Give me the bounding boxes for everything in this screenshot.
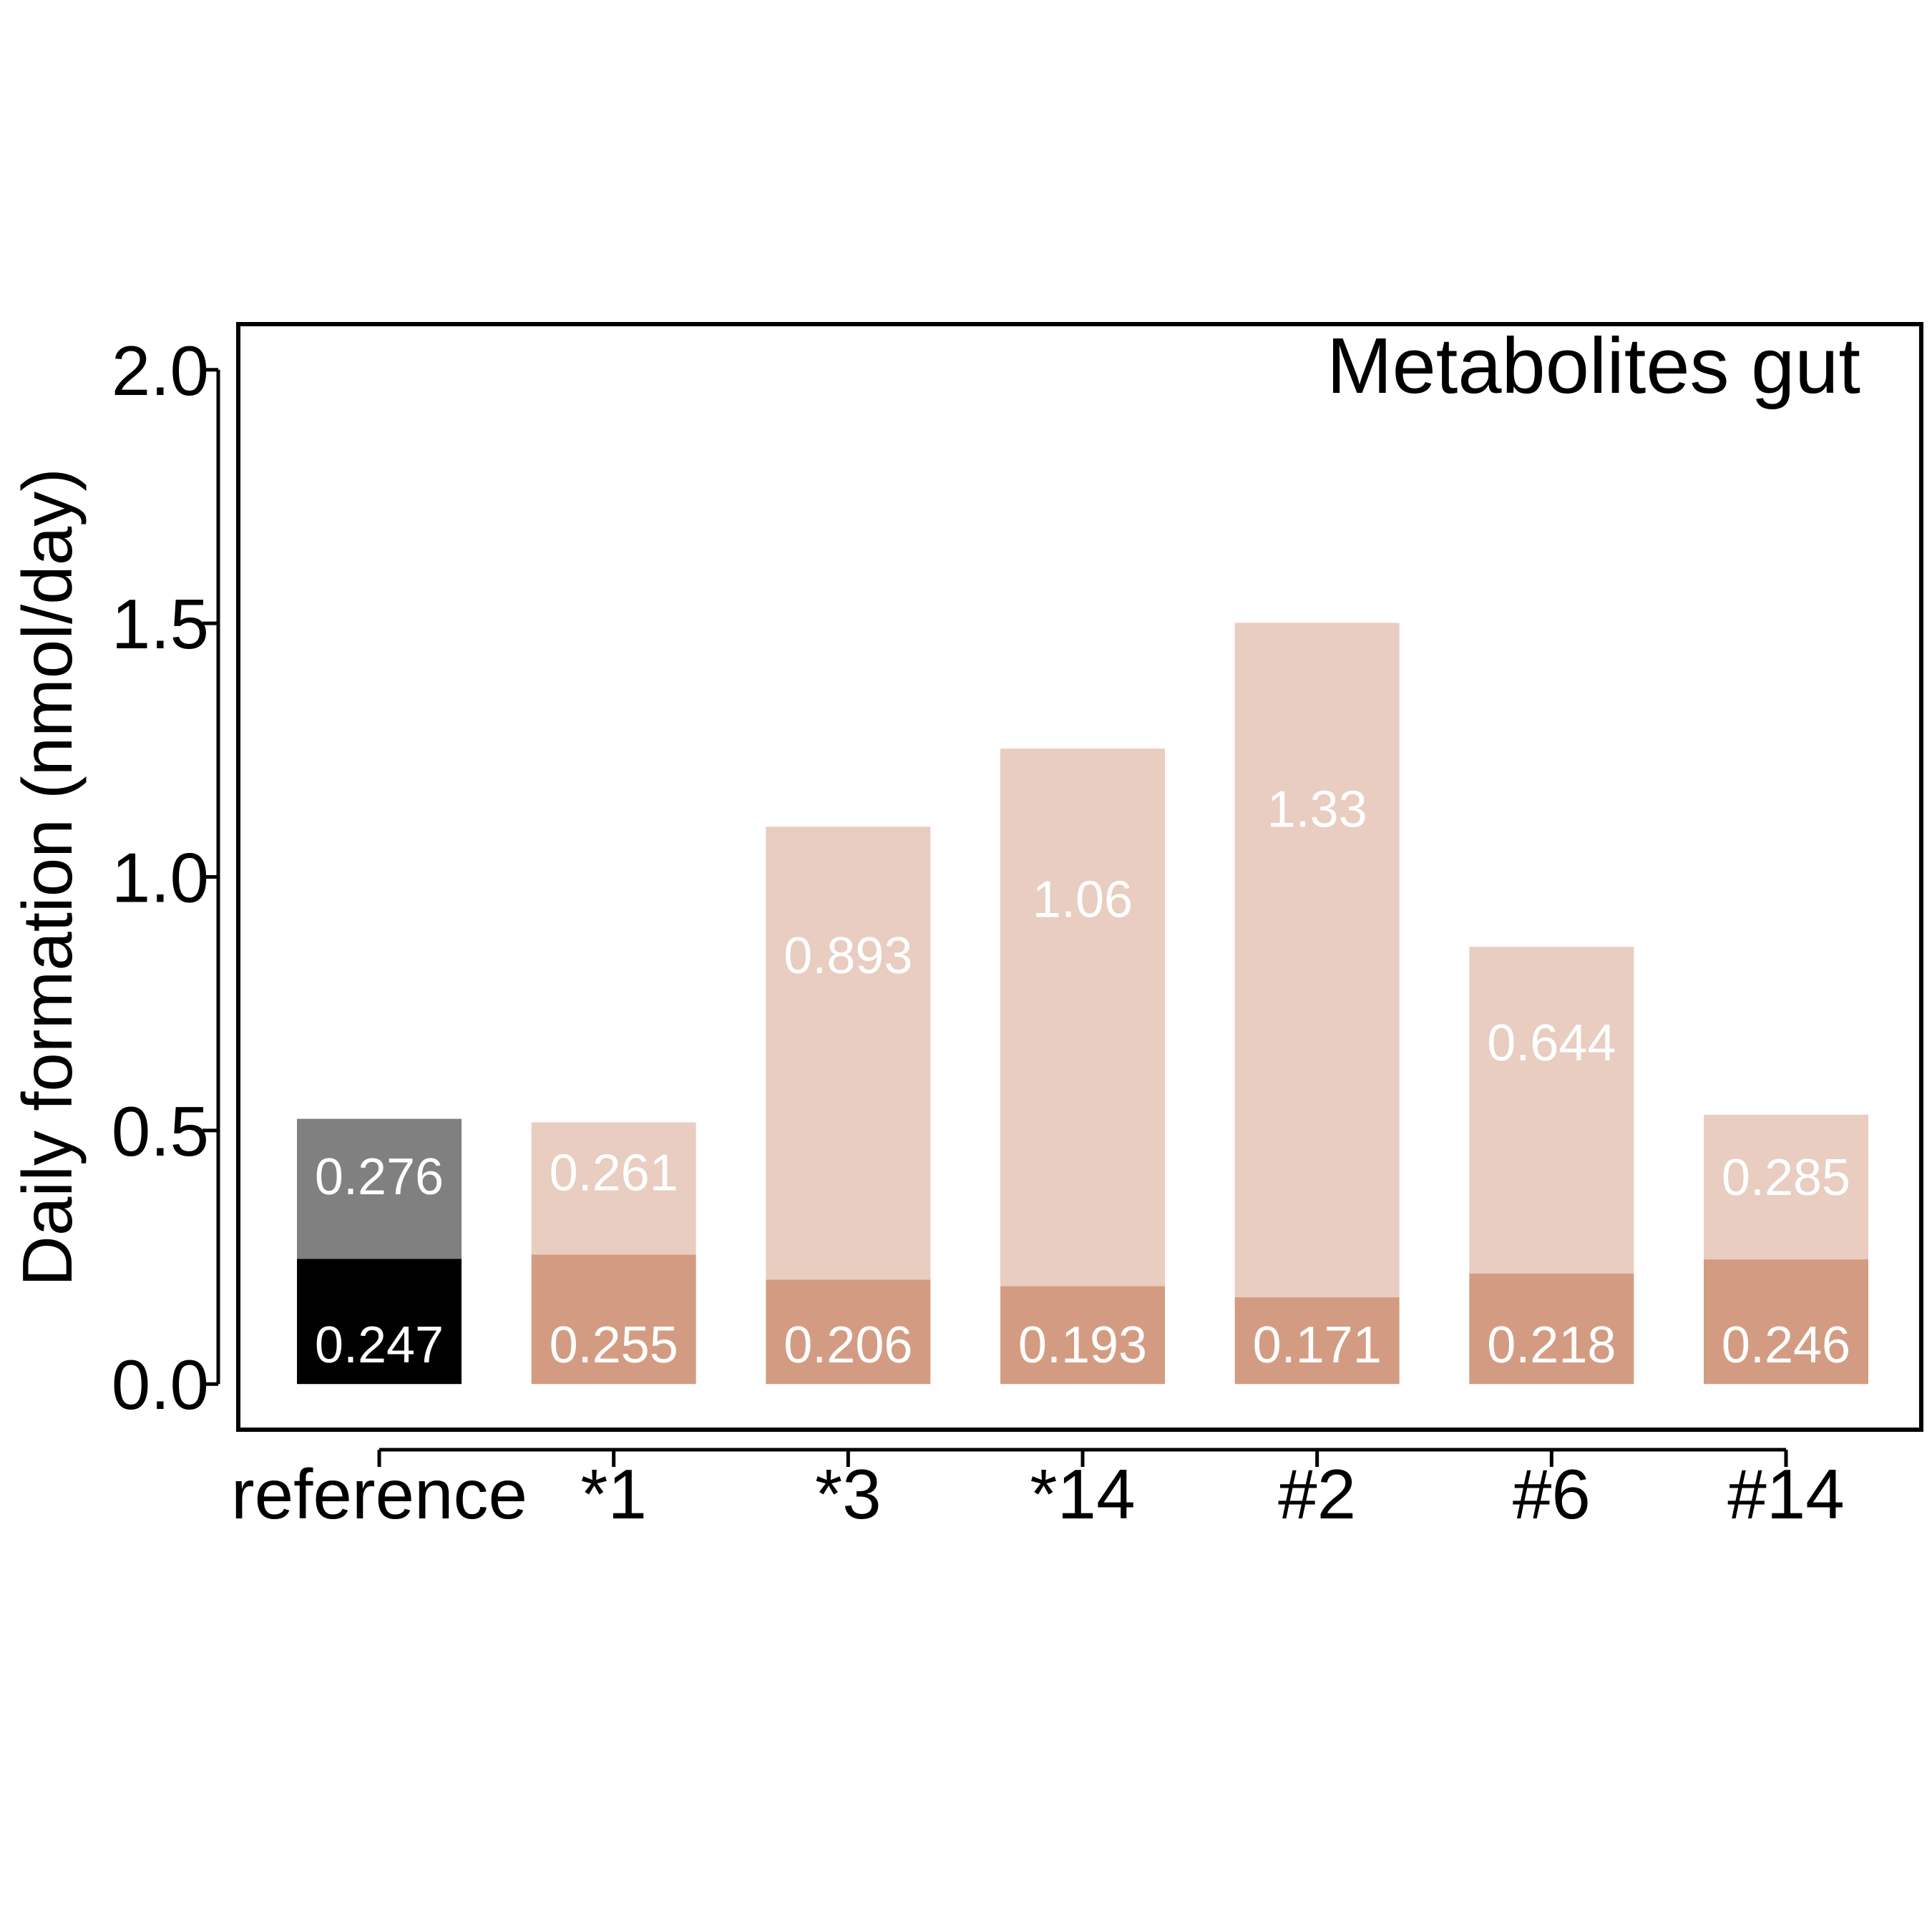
y-tick-label-1: 0.5 [112,1092,209,1171]
data-label-0-1: 0.255 [550,1317,678,1374]
bar-segment-0-1 [531,1254,696,1385]
data-label-0-2: 0.206 [784,1317,912,1374]
data-label-0-5: 0.218 [1487,1317,1616,1374]
bar-segment-1-0 [297,1118,462,1259]
data-label-1-5: 0.644 [1487,1015,1616,1072]
chart-title: Metabolites gut [1327,322,1860,410]
bar-segment-0-3 [1000,1286,1165,1385]
y-tick-label-4: 2.0 [112,331,209,410]
y-axis: 0.0 0.5 1.0 1.5 2.0 [112,331,220,1424]
data-label-0-6: 0.246 [1722,1317,1850,1374]
x-tick-label-2: *3 [815,1455,882,1533]
plot-frame [236,322,1923,1432]
x-tick-label-3: *14 [1030,1455,1135,1533]
data-label-1-0: 0.276 [315,1148,444,1206]
x-tick-label-4: #2 [1278,1455,1356,1533]
bar-segment-1-5 [1469,947,1634,1274]
data-label-0-4: 0.171 [1253,1317,1382,1374]
y-axis-title: Daily formation (nmol/day) [8,468,87,1287]
bar-segment-1-1 [531,1122,696,1255]
y-tick-label-2: 1.0 [112,839,209,917]
bar-segment-1-4 [1234,623,1400,1298]
data-labels-layer: 0.247 0.255 0.206 0.193 0.171 0.218 0.246 0.276… [315,781,1850,1375]
bar-segment-1-6 [1704,1114,1868,1259]
bar-segment-1-3 [1000,748,1165,1287]
data-label-1-6: 0.285 [1722,1149,1850,1206]
bar-segment-0-2 [766,1279,931,1385]
x-tick-label-6: #14 [1727,1455,1845,1533]
x-tick-label-1: *1 [580,1455,647,1533]
bar-segment-0-4 [1234,1297,1400,1385]
bars-layer [297,623,1868,1385]
data-label-1-1: 0.261 [550,1144,678,1201]
y-tick-label-0: 0.0 [112,1345,209,1424]
y-tick-label-3: 1.5 [112,585,209,663]
x-tick-label-0: reference [231,1455,527,1533]
data-label-0-3: 0.193 [1018,1317,1147,1374]
x-axis: reference *1 *3 *14 #2 #6 #14 [231,1448,1845,1533]
data-label-1-3: 1.06 [1033,872,1133,929]
data-label-1-2: 0.893 [784,927,912,985]
data-label-1-4: 1.33 [1267,781,1367,839]
bar-segment-1-2 [766,826,931,1280]
bar-segment-0-6 [1704,1259,1868,1385]
bar-segment-0-0 [297,1259,462,1385]
data-label-0-0: 0.247 [315,1317,444,1374]
bar-segment-0-5 [1469,1273,1634,1385]
x-tick-label-5: #6 [1513,1455,1591,1533]
